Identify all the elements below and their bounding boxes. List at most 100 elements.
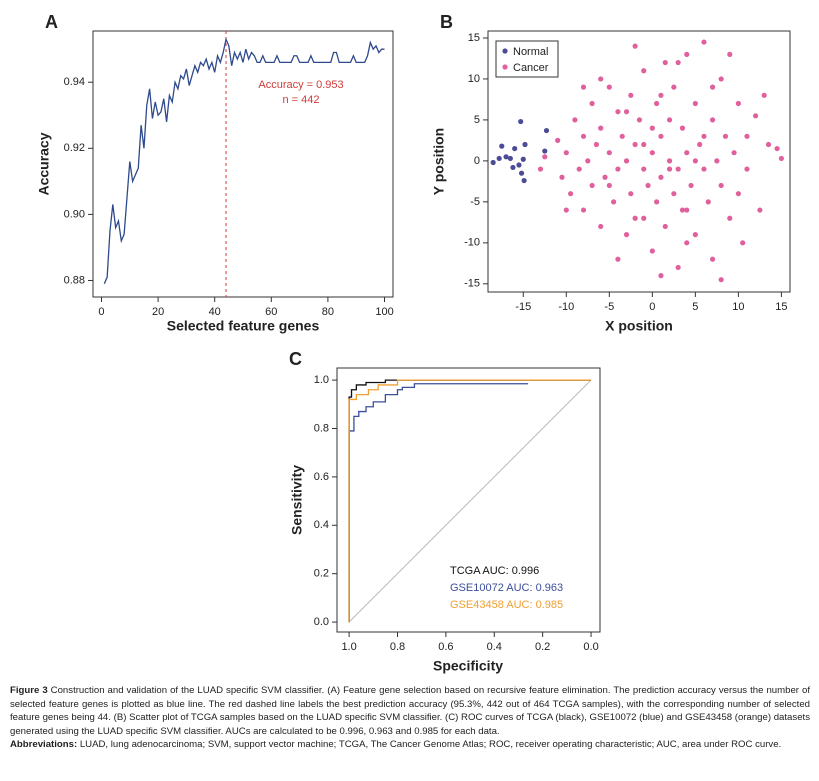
point [641, 215, 647, 221]
panel-label: A [45, 12, 58, 32]
legend-box [495, 40, 559, 78]
x-axis-label: Selected feature genes [167, 318, 320, 334]
point [658, 174, 664, 180]
x-tick-label: 15 [775, 301, 787, 313]
point [675, 166, 681, 172]
point [778, 155, 784, 162]
point [510, 164, 516, 171]
caption-text: Construction and validation of the LUAD … [10, 685, 810, 737]
point [714, 158, 720, 164]
point [658, 92, 664, 98]
point [522, 141, 528, 148]
point [615, 166, 621, 172]
point [563, 207, 569, 213]
point [692, 100, 698, 107]
x-tick-label: 10 [732, 301, 744, 313]
y-tick-label: 0.94 [64, 76, 85, 88]
point [619, 133, 625, 139]
point [628, 191, 634, 197]
point [666, 117, 673, 123]
point [606, 150, 612, 156]
point [589, 182, 595, 189]
point [580, 207, 587, 213]
point [507, 155, 513, 162]
point [641, 166, 647, 172]
point [761, 92, 767, 98]
point [679, 207, 686, 213]
point [598, 76, 604, 82]
line-series [348, 379, 592, 623]
point [496, 155, 502, 162]
legend-label: Cancer [513, 62, 549, 74]
y-tick-label: 0.4 [314, 519, 329, 531]
point [649, 125, 655, 131]
point [520, 156, 526, 162]
y-tick-label: 0.2 [314, 568, 329, 580]
point [542, 154, 548, 160]
y-tick-label: 1.0 [314, 374, 329, 386]
point [512, 145, 518, 152]
plot-frame [487, 30, 791, 293]
y-axis-label: Accuracy [36, 132, 52, 195]
point [615, 109, 621, 115]
point [705, 199, 711, 205]
line-series [348, 383, 529, 623]
x-tick-label: 0 [98, 306, 104, 318]
point [671, 191, 677, 197]
y-axis-label: Y position [431, 128, 447, 195]
point [518, 170, 525, 176]
point [585, 158, 591, 164]
point [654, 199, 660, 205]
point [572, 117, 578, 123]
point [718, 182, 724, 189]
y-tick-label: 0.88 [64, 274, 85, 286]
x-axis-label: Specificity [433, 658, 503, 674]
point [744, 133, 750, 139]
abbreviations-label: Abbreviations: [10, 739, 78, 750]
point [636, 117, 643, 123]
point [692, 232, 698, 238]
point [576, 166, 582, 172]
point [623, 158, 630, 164]
point [701, 133, 707, 139]
y-tick-label: -15 [464, 278, 480, 290]
caption: Figure 3 Construction and validation of … [10, 684, 810, 752]
y-tick-label: 0.92 [64, 142, 85, 154]
x-tick-label: 5 [692, 301, 698, 313]
point [731, 150, 737, 156]
point [658, 273, 664, 279]
point [684, 150, 690, 156]
point [606, 84, 612, 90]
point [567, 191, 574, 197]
y-tick-label: 0.8 [314, 422, 329, 434]
point [722, 133, 729, 139]
point [666, 166, 673, 172]
x-tick-label: -15 [515, 301, 531, 313]
legend-label: GSE10072 AUC: 0.963 [450, 582, 563, 594]
point [692, 158, 698, 164]
x-axis-label: X position [605, 318, 673, 334]
plot-frame [336, 367, 601, 633]
point [709, 256, 716, 262]
x-tick-label: 0.2 [535, 641, 550, 653]
point [649, 150, 655, 156]
point [516, 162, 522, 168]
point [679, 125, 686, 131]
legend-marker [502, 48, 508, 54]
legend-label: Normal [513, 46, 548, 58]
y-axis-label: Sensitivity [289, 465, 305, 535]
point [598, 125, 604, 131]
point [718, 76, 724, 82]
point [752, 113, 759, 119]
point [632, 215, 638, 221]
point [632, 141, 638, 148]
point [499, 143, 505, 149]
x-tick-label: -10 [558, 301, 574, 313]
point [503, 154, 509, 160]
point [666, 158, 673, 164]
point [623, 232, 630, 238]
x-tick-label: 0.8 [390, 641, 405, 653]
y-tick-label: -5 [470, 196, 480, 208]
point [744, 166, 750, 172]
